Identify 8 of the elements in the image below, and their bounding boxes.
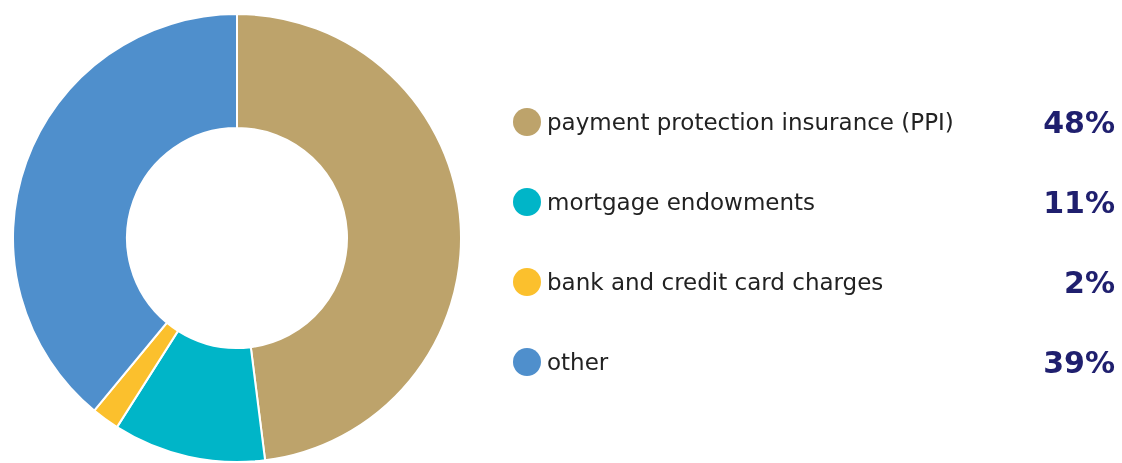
data-label: 2% [1064, 264, 1115, 300]
legend-label: mortgage endowments [547, 189, 816, 215]
legend-label: bank and credit card charges [547, 269, 884, 295]
data-label: 11% [1043, 184, 1115, 220]
data-label: 48% [1043, 104, 1115, 140]
legend-label: other [547, 349, 609, 375]
legend-label: payment protection insurance (PPI) [547, 109, 954, 135]
data-label: 39% [1043, 344, 1115, 380]
